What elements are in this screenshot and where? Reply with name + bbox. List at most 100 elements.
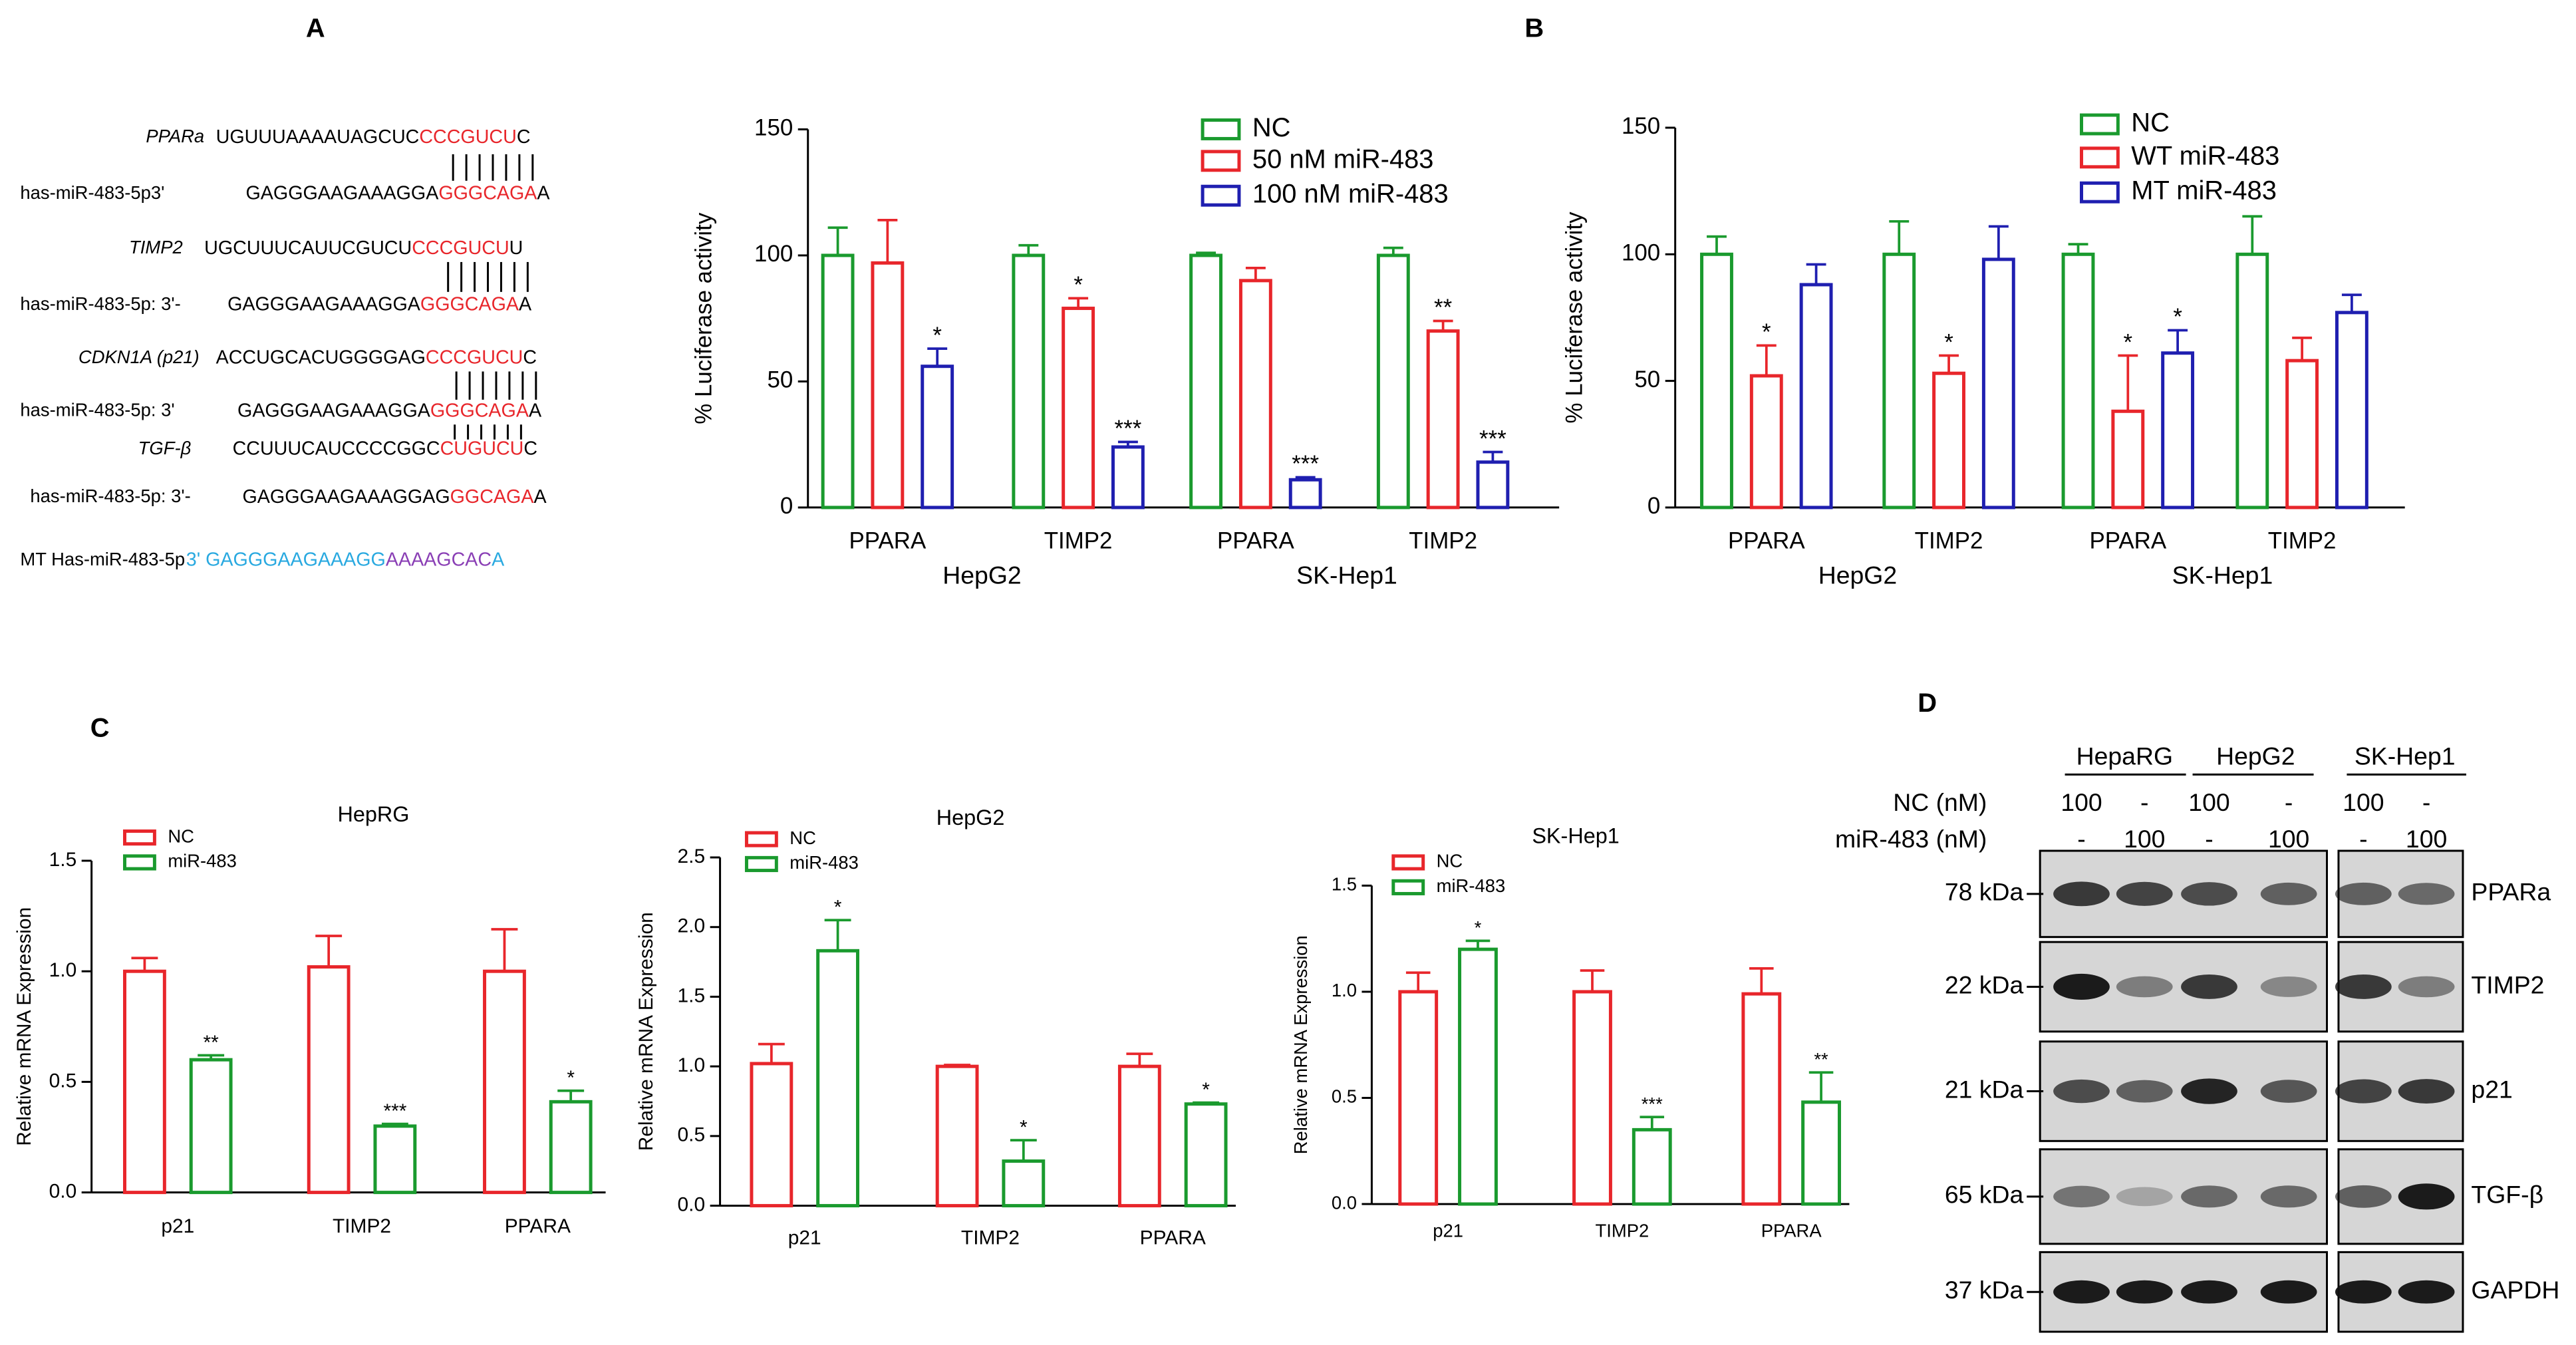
legend-swatch (1201, 150, 1241, 172)
x-tick-label: PPARA (505, 1215, 571, 1237)
sequence-segment: C (517, 126, 531, 148)
sequence-segment: GGCAGA (450, 486, 535, 508)
sequence-label: has-miR-483-5p: 3'- (20, 293, 180, 314)
sequence-segment: GAGGGAAGAAAGGA (246, 182, 440, 204)
blot-band (2335, 1185, 2392, 1208)
legend-label: NC (168, 825, 194, 846)
bar (2285, 359, 2319, 510)
sequence-label: CDKN1A (p21) (78, 347, 200, 367)
significance: * (1762, 319, 1771, 345)
legend-label: miR-483 (168, 851, 237, 871)
lane-value: 100 (2343, 788, 2384, 816)
y-tick-label: 0 (780, 493, 793, 519)
legend-label: WT miR-483 (2131, 141, 2279, 170)
blot-band (2398, 1280, 2455, 1304)
condition-label: miR-483 (nM) (1835, 825, 1987, 853)
legend-swatch (744, 831, 778, 847)
blot-band (2116, 1187, 2173, 1207)
legend-label: NC (1252, 113, 1291, 142)
size-label: 22 kDa (1945, 971, 2024, 998)
legend-label: miR-483 (1437, 875, 1506, 896)
significance: ** (204, 1032, 219, 1054)
significance: * (1020, 1117, 1028, 1139)
y-tick-label: 50 (767, 367, 793, 393)
protein-label: GAPDH (2471, 1276, 2559, 1304)
y-tick-label: 1.0 (1332, 980, 1357, 1000)
bar (1749, 374, 1783, 510)
bar (2235, 252, 2269, 510)
panel-label: D (1918, 688, 1937, 718)
y-tick-label: 0.0 (49, 1181, 77, 1203)
bar (1002, 1159, 1046, 1208)
bar (1458, 947, 1498, 1206)
bar (1189, 253, 1223, 510)
sequence-label: TGF-β (138, 438, 192, 458)
legend-swatch (2080, 113, 2120, 136)
x-tick-label: p21 (788, 1227, 821, 1249)
legend-swatch (123, 829, 156, 846)
blot-band (2181, 974, 2237, 999)
bar (483, 969, 526, 1195)
size-label: 37 kDa (1945, 1276, 2024, 1304)
sequence-segment: C (523, 347, 537, 368)
panel-label: A (306, 13, 325, 43)
sequence-segment: CUGUCU (440, 438, 524, 459)
lane-value: 100 (2406, 825, 2447, 853)
blot-band (2053, 1079, 2110, 1104)
y-tick-label: 1.5 (49, 849, 77, 871)
bar (1741, 992, 1782, 1206)
legend-swatch (1391, 854, 1425, 871)
lane-value: - (2077, 825, 2085, 853)
sequence: UGCUUUCAUUCGUCUCCCGUCUU (204, 237, 523, 259)
sequence: UGUUUAAAAUAGCUCCCCGUCUC (216, 126, 531, 148)
significance: * (932, 323, 942, 349)
y-tick-label: 0.0 (1332, 1192, 1357, 1213)
sequence-segment: CCUUUCAUCCCCGGC (233, 438, 440, 459)
bar (1398, 990, 1439, 1206)
bar (1426, 329, 1460, 510)
sequence-segment: UGUUUAAAAUAGCUC (216, 126, 420, 148)
significance: * (1073, 272, 1083, 298)
bar (549, 1100, 593, 1195)
y-tick-label: 1.0 (49, 959, 77, 981)
condition-label: NC (nM) (1893, 788, 1987, 816)
lane-value: 100 (2268, 825, 2309, 853)
bar (816, 949, 860, 1208)
bar (2111, 409, 2145, 510)
x-tick-label: PPARA (849, 528, 927, 554)
lane-group: HepG2 (2216, 742, 2295, 770)
legend-swatch (2080, 146, 2120, 169)
x-tick-label: p21 (1433, 1221, 1463, 1241)
bar (1111, 445, 1145, 510)
blot-band (2335, 1280, 2392, 1304)
bar (373, 1124, 417, 1195)
sequence-segment: 3' GAGGGAAGAAAGG (186, 549, 386, 570)
legend-label: 100 nM miR-483 (1252, 180, 1449, 209)
y-axis-label: Relative mRNA Expression (13, 907, 35, 1146)
legend-label: NC (1437, 851, 1463, 871)
x-tick-label: p21 (161, 1215, 194, 1237)
x-tick-label: TIMP2 (333, 1215, 391, 1237)
lane-value: - (2422, 788, 2430, 816)
sequence: GAGGGAAGAAAGGAGGGCAGAA (237, 400, 542, 421)
group-label: SK-Hep1 (2172, 561, 2273, 589)
y-tick-label: 0.5 (49, 1070, 77, 1092)
significance: * (567, 1067, 575, 1089)
y-tick-label: 2.0 (678, 915, 706, 937)
lane-value: 100 (2061, 788, 2102, 816)
bar (1184, 1102, 1228, 1208)
blot-band (2053, 973, 2110, 1000)
legend-label: MT miR-483 (2131, 176, 2277, 206)
bar (123, 969, 166, 1195)
y-axis-label: Relative mRNA Expression (1290, 935, 1311, 1154)
legend-swatch (2080, 181, 2120, 204)
sequence-segment: ACCUGCACUGGGGAG (216, 347, 426, 368)
blot-band (2260, 1185, 2317, 1208)
bar (1476, 460, 1510, 510)
sequence-segment: C (523, 438, 537, 459)
blot-band (2181, 1078, 2237, 1104)
blot-band (2260, 976, 2317, 997)
significance: * (834, 897, 842, 919)
protein-label: PPARa (2471, 878, 2551, 906)
